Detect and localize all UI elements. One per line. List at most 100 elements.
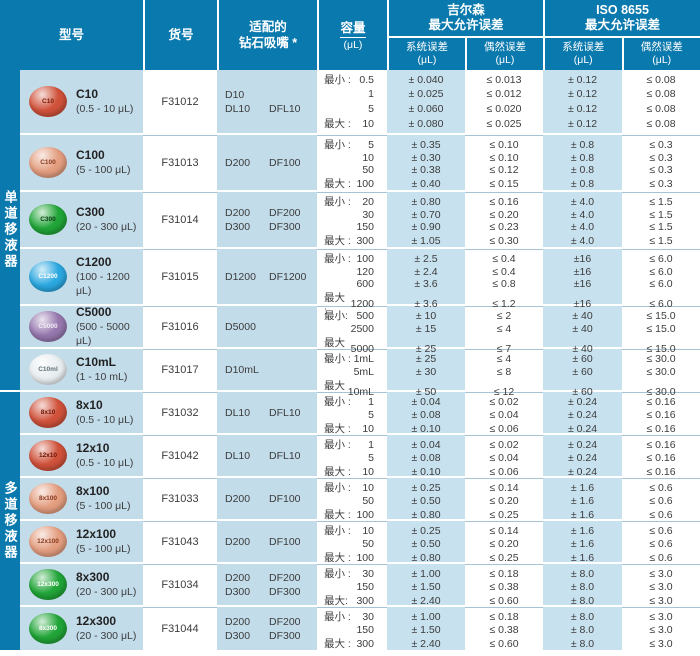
volume-block: 最小: 500 ± 10 ≤ 2 ± 40 ≤ 15.0 2500 ± 15 ≤ 4 ± 40 ≤ … — [317, 306, 700, 362]
minmax-label: 最大 : — [324, 466, 351, 478]
volume-row: 50 ± 0.50 ≤ 0.20 ± 1.6 ≤ 0.6 — [317, 538, 700, 550]
volume-block: 最小 : 30 ± 1.00 ≤ 0.18 ± 8.0 ≤ 3.0 150 ± 1.50 ≤ 0… — [317, 564, 700, 607]
model-name: C300 — [76, 205, 105, 219]
iso-systematic-error: ± 0.12 — [567, 117, 598, 130]
iso-systematic-error: ± 1.6 — [570, 495, 595, 507]
tip-ref: DFL10 — [269, 406, 301, 419]
pipette-row: 12x10 12x10 (0.5 - 10 μL) F31042 DL10 DFL10 最小… — [20, 433, 700, 478]
gilson-systematic-error: ± 2.40 — [411, 637, 441, 650]
model-name: 12x10 — [76, 441, 110, 455]
iso-systematic-error: ± 0.24 — [567, 409, 598, 421]
gilson-random-error: ≤ 0.14 — [489, 481, 519, 494]
iso-random-error: ≤ 0.08 — [646, 73, 676, 86]
pipette-icon: 12x10 — [29, 440, 67, 471]
section-single-channel: 单道移液器 — [0, 70, 20, 390]
catalog-cell: F31014 — [143, 192, 217, 247]
capacity-cell: 150 — [317, 581, 387, 593]
iso-random-error: ≤ 15.0 — [646, 342, 676, 355]
iso-random-error: ≤ 6.0 — [649, 266, 673, 278]
header-capacity-label: 容量 — [340, 20, 366, 38]
tips-line: DL10 DFL10 — [217, 102, 317, 116]
iso-random-error: ≤ 0.08 — [646, 117, 676, 130]
capacity-cell: 50 — [317, 538, 387, 550]
iso-random-error: ≤ 15.0 — [646, 309, 676, 322]
capacity-cell: 120 — [317, 266, 387, 278]
gilson-random-error: ≤ 0.025 — [486, 117, 522, 130]
model-text: 12x100 (5 - 100 μL) — [76, 527, 131, 556]
iso-sys-band — [543, 564, 622, 605]
iso-systematic-error: ± 1.6 — [570, 524, 595, 537]
volume-block: 最小 : 20 ± 0.80 ≤ 0.16 ± 4.0 ≤ 1.5 30 ± 0.70 ≤ 0.… — [317, 192, 700, 247]
capacity-cell: 最小 : 5 — [317, 137, 387, 152]
iso-systematic-error: ± 0.12 — [567, 73, 598, 86]
volume-row: 50 ± 0.38 ≤ 0.12 ± 0.8 ≤ 0.3 — [317, 164, 700, 176]
iso-random-error: ≤ 15.0 — [646, 323, 676, 335]
volume-row: 最小 : 5 ± 0.35 ≤ 0.10 ± 0.8 ≤ 0.3 — [317, 137, 700, 152]
header-tips: 适配的 钻石吸嘴 * — [217, 0, 317, 70]
gilson-sys-band — [387, 564, 465, 605]
iso-random-error: ≤ 0.3 — [649, 138, 673, 151]
iso-systematic-error: ± 4.0 — [570, 221, 595, 233]
tip-ref — [269, 320, 317, 334]
capacity-cell: 最小 : 10 — [317, 480, 387, 495]
volume-row: 最小: 500 ± 10 ≤ 2 ± 40 ≤ 15.0 — [317, 308, 700, 323]
volume-row: 最小 : 10 ± 0.25 ≤ 0.14 ± 1.6 ≤ 0.6 — [317, 480, 700, 495]
capacity-value: 500 — [356, 309, 374, 322]
gilson-systematic-error: ± 0.80 — [411, 195, 441, 208]
capacity-cell: 10 — [317, 152, 387, 164]
catalog-cell: F31013 — [143, 135, 217, 190]
section-multi-channel: 多道移液器 — [0, 390, 20, 650]
pipette-icon: 8x10 — [29, 397, 67, 428]
header-gilson-sys: 系统误差 (μL) — [389, 38, 465, 70]
minmax-label: 最小 : — [324, 568, 351, 580]
model-text: 8x100 (5 - 100 μL) — [76, 484, 131, 513]
gilson-random-error: ≤ 12 — [493, 385, 515, 398]
tip-ref — [269, 363, 317, 377]
gilson-systematic-error: ± 0.90 — [411, 221, 441, 233]
gilson-random-error: ≤ 0.012 — [486, 88, 522, 101]
iso-systematic-error: ±16 — [573, 297, 592, 310]
gilson-systematic-error: ± 2.5 — [414, 252, 438, 265]
volume-row: 最小 :1mL ± 25 ≤ 4 ± 60 ≤ 30.0 — [317, 351, 700, 366]
iso-random-error: ≤ 0.16 — [646, 452, 676, 464]
capacity-value: 120 — [356, 266, 374, 278]
header-iso-title: ISO 8655 最大允许误差 — [545, 0, 700, 38]
iso-systematic-error: ± 1.6 — [570, 551, 595, 564]
iso-systematic-error: ± 4.0 — [570, 195, 595, 208]
iso-random-error: ≤ 0.16 — [646, 395, 676, 408]
capacity-cell: 最小 : 0.5 — [317, 72, 387, 87]
iso-sys-band — [543, 192, 622, 247]
gilson-systematic-error: ± 0.060 — [408, 102, 444, 115]
minmax-label: 最小 : — [324, 439, 351, 451]
capacity-cell: 最大 : 100 — [317, 550, 387, 565]
tips-cell: D5000 — [217, 306, 317, 347]
gilson-random-error: ≤ 0.16 — [489, 195, 519, 208]
capacity-value: 300 — [356, 234, 374, 247]
gilson-sys-band — [387, 392, 465, 433]
gilson-sys-band — [387, 192, 465, 247]
pipette-row: C5000 C5000 (500 - 5000 μL) F31016 D5000 最小: 5… — [20, 304, 700, 362]
gilson-random-error: ≤ 0.18 — [489, 567, 519, 580]
capacity-value: 10 — [362, 465, 374, 478]
iso-random-error: ≤ 6.0 — [649, 252, 673, 265]
catalog-cell: F31034 — [143, 564, 217, 605]
model-text: 12x10 (0.5 - 10 μL) — [76, 441, 133, 470]
pipette-icon: 8x100 — [29, 483, 67, 514]
tip-ref: D200 — [225, 571, 251, 584]
minmax-label: 最大 : — [324, 380, 345, 405]
tip-ref: D1200 — [225, 270, 256, 283]
pipette-row: C1200 C1200 (100 - 1200 μL) F31015 D1200 DF12… — [20, 247, 700, 317]
iso-random-error: ≤ 0.16 — [646, 422, 676, 435]
capacity-cell: 最大 :10mL — [317, 378, 387, 405]
gilson-random-error: ≤ 0.4 — [492, 266, 516, 278]
iso-random-error: ≤ 6.0 — [649, 278, 673, 290]
model-name: 8x100 — [76, 484, 110, 498]
capacity-cell: 5 — [317, 103, 387, 115]
pipette-row: C100 C100 (5 - 100 μL) F31013 D200 DF100 最小 : 5… — [20, 133, 700, 190]
model-text: 8x300 (20 - 300 μL) — [76, 570, 136, 599]
capacity-value: 10mL — [347, 385, 374, 398]
volume-row: 最小 : 10 ± 0.25 ≤ 0.14 ± 1.6 ≤ 0.6 — [317, 523, 700, 538]
model-name: C1200 — [76, 255, 112, 269]
minmax-label: 最大 : — [324, 178, 351, 190]
iso-random-error: ≤ 3.0 — [649, 610, 673, 623]
